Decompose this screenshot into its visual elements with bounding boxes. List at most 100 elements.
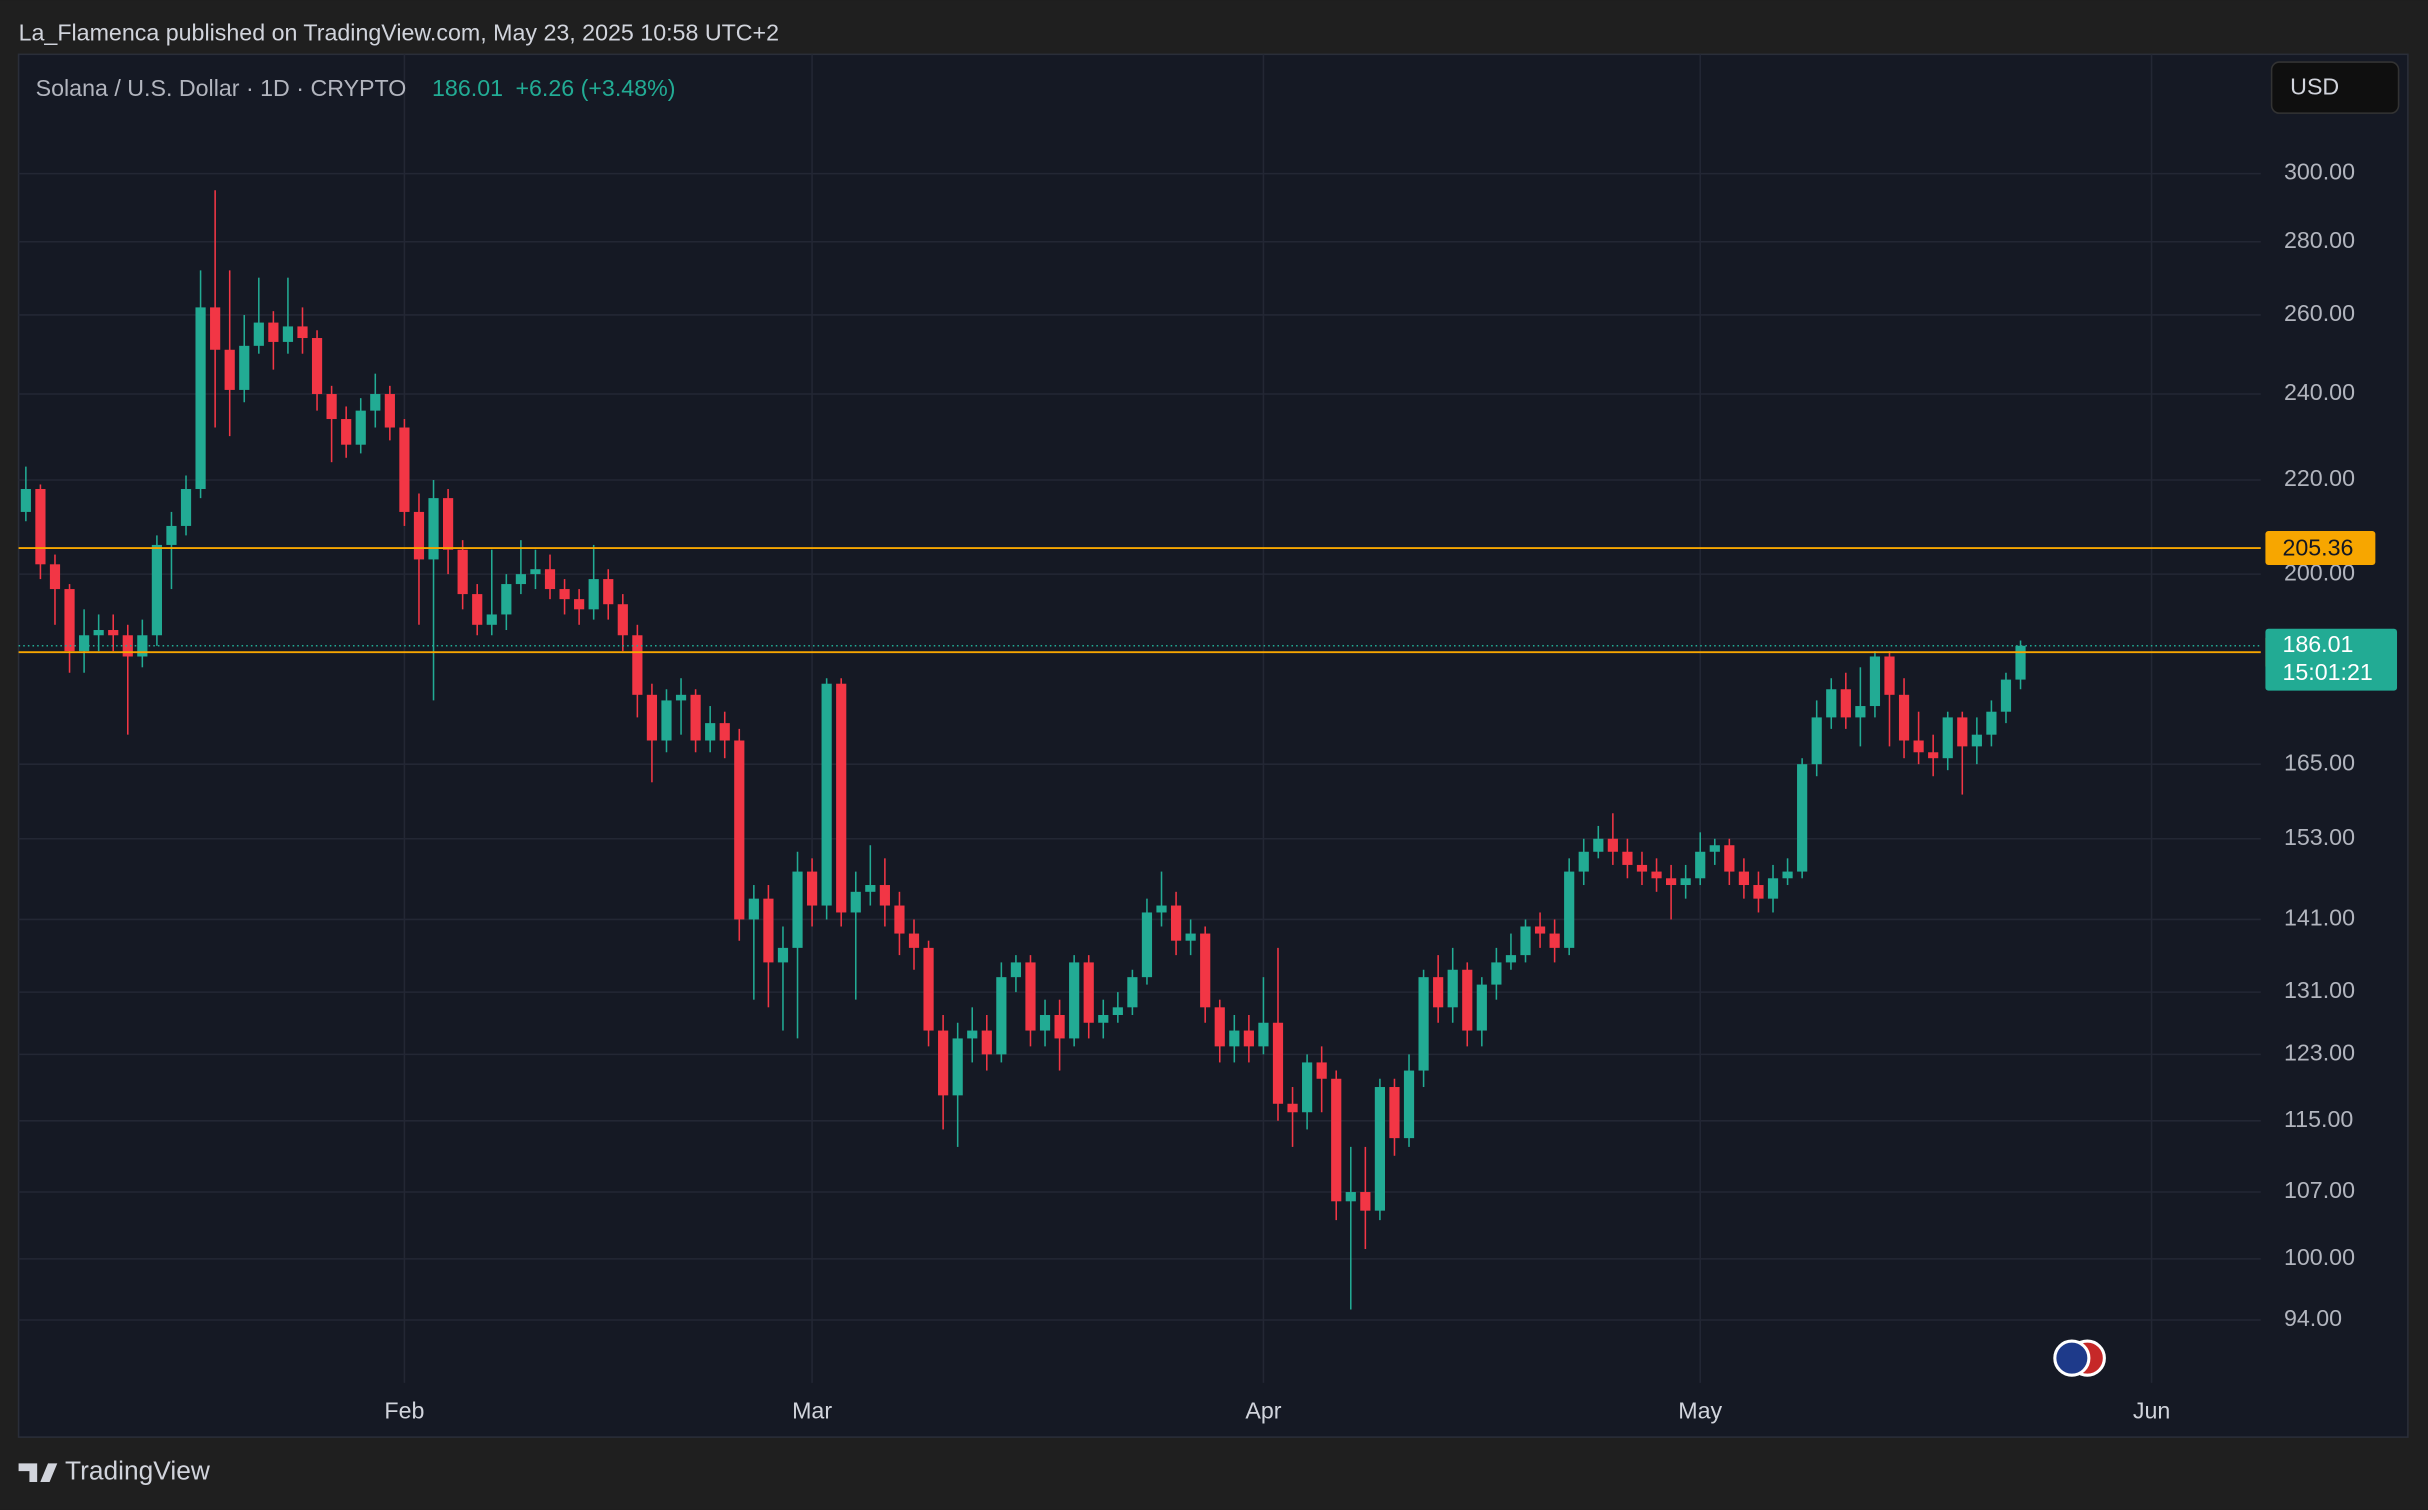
candle-body (1433, 977, 1444, 1008)
x-tick-label: May (1678, 1397, 1722, 1423)
candle-body (938, 1030, 949, 1096)
candle-body (1170, 905, 1182, 941)
candle-body (675, 694, 687, 701)
y-tick-label: 131.00 (2284, 977, 2355, 1003)
candle-body (1971, 734, 1982, 747)
y-tick-label: 165.00 (2284, 749, 2355, 775)
publisher: La_Flamenca published on TradingView.com… (19, 19, 779, 45)
candle-body (1316, 1062, 1327, 1079)
candle-body (486, 614, 497, 625)
x-tick-label: Apr (1245, 1397, 1281, 1423)
candle-body (1360, 1192, 1371, 1211)
candle-body (1782, 871, 1793, 879)
candle-body (1287, 1103, 1298, 1113)
x-tick-label: Jun (2133, 1397, 2170, 1423)
candle-body (1869, 656, 1881, 707)
candle-body (806, 871, 818, 906)
candle-body (1709, 845, 1720, 852)
candle-body (879, 885, 890, 906)
last-price-box (2265, 628, 2398, 691)
candle-body (35, 489, 46, 565)
symbol-title: Solana / U.S. Dollar · 1D · CRYPTO (36, 75, 407, 101)
candle-body (1302, 1062, 1313, 1113)
candle-body (1462, 969, 1473, 1031)
candle-body (1389, 1087, 1400, 1139)
last-price-label: 186.01 (2282, 631, 2353, 657)
x-tick-label: Feb (384, 1397, 424, 1423)
candle-body (1578, 851, 1589, 872)
candle-body (1607, 838, 1618, 852)
candle-body (661, 700, 672, 741)
candle-body (777, 947, 789, 963)
candle-body (1127, 977, 1138, 1008)
candle-body (1753, 885, 1764, 899)
candle-body (719, 723, 730, 741)
candle-body (1374, 1087, 1386, 1211)
candle-body (1549, 933, 1560, 948)
candle-body (384, 394, 395, 428)
candle-body (1185, 933, 1196, 941)
candle-body (1797, 764, 1808, 872)
candle-body (617, 604, 628, 636)
candle-body (137, 635, 148, 657)
candle-body (122, 635, 133, 657)
candle-body (690, 694, 701, 741)
candle-body (588, 579, 599, 610)
y-tick-label: 220.00 (2284, 465, 2355, 491)
y-tick-label: 115.00 (2284, 1106, 2353, 1132)
candle-body (1505, 955, 1517, 963)
candle-body (326, 394, 337, 420)
candle-body (1258, 1022, 1269, 1047)
currency[interactable]: USD (2290, 74, 2339, 100)
candle-body (268, 322, 279, 342)
candle-body (311, 338, 323, 395)
candle-body (1200, 933, 1211, 1008)
candle-body (996, 977, 1007, 1055)
x-tick-label: Mar (792, 1397, 832, 1423)
candle-body (108, 630, 119, 636)
y-tick-label: 141.00 (2284, 905, 2355, 931)
candle-body (1272, 1022, 1284, 1104)
candle-body (2000, 679, 2012, 712)
candle-body (1767, 878, 1779, 899)
candle-body (501, 584, 512, 615)
candle-body (1039, 1015, 1051, 1031)
candle-body (1418, 977, 1429, 1071)
candle-body (1069, 962, 1080, 1039)
candle-body (792, 871, 803, 948)
logo (18, 1463, 58, 1483)
candle-body (603, 579, 614, 605)
overlay: 94.00 100.00 107.00 115.00 123.00 131.00 141.0… (18, 159, 2398, 1423)
candle-body (1083, 962, 1094, 1023)
candle-body (981, 1030, 992, 1055)
candle-body (1534, 926, 1546, 934)
candle-body (515, 574, 526, 585)
candle-body (472, 594, 483, 625)
candle-body (850, 891, 861, 913)
candle-body (442, 498, 454, 550)
candle-body (574, 599, 585, 610)
candle-body (166, 525, 177, 545)
candle-body (748, 898, 759, 920)
candles (20, 190, 2026, 1310)
price-change: +6.26 (+3.48%) (515, 75, 675, 101)
candle-body (1840, 689, 1851, 718)
last-price: 186.01 (432, 75, 503, 101)
chart-panel (17, 53, 2409, 1438)
currency-button[interactable] (2270, 61, 2400, 114)
footer-brand: TradingView (65, 1456, 211, 1486)
candle-body (1476, 984, 1487, 1031)
candle-body (1025, 962, 1036, 1031)
candle-body (865, 885, 876, 892)
candle-body (370, 394, 381, 411)
candle-body (544, 569, 556, 590)
candle-body (1826, 689, 1837, 718)
candle-body (632, 635, 643, 695)
candle-body (79, 635, 90, 652)
y-tick-label: 300.00 (2284, 159, 2355, 185)
candle-body (1098, 1015, 1109, 1023)
candle-body (428, 498, 439, 560)
candle-body (239, 345, 250, 390)
candle-body (151, 544, 162, 636)
candle-body (705, 723, 716, 741)
